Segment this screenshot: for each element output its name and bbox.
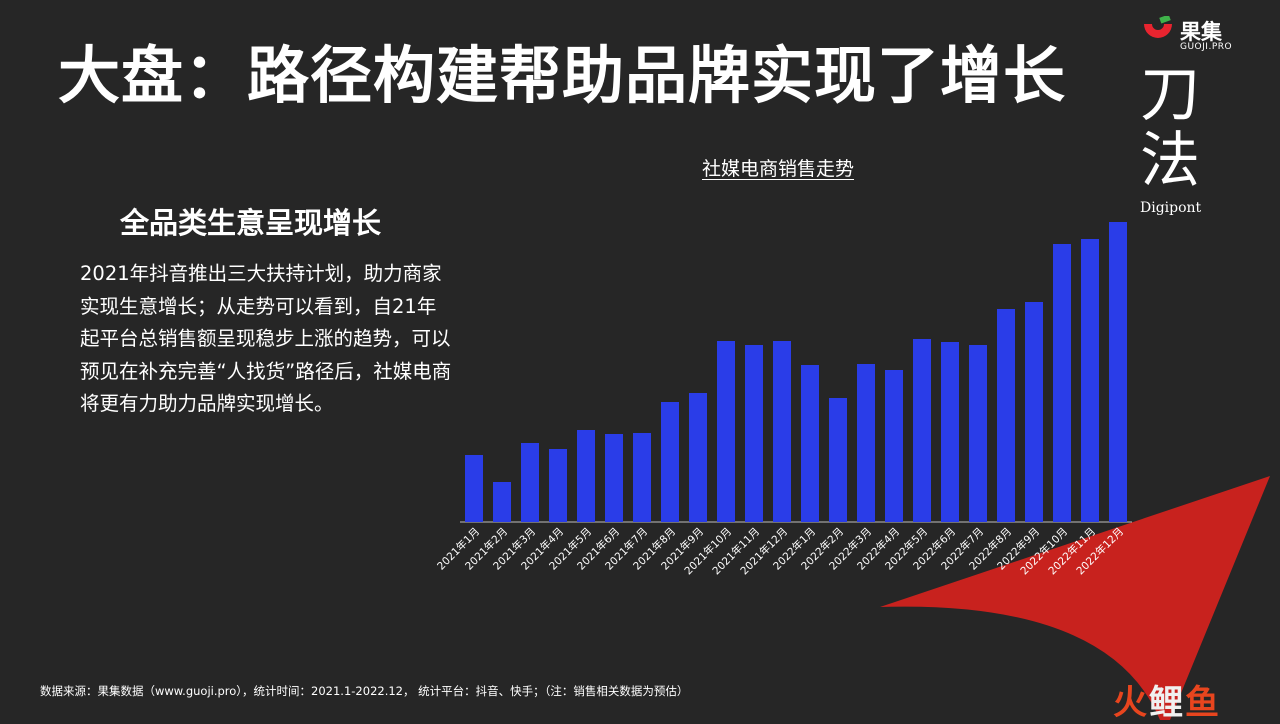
bar-19 [969, 345, 987, 522]
brand-cn: 刀法 [1140, 60, 1200, 196]
footer-source: 数据来源：果集数据（www.guoji.pro），统计时间：2021.1-202… [40, 684, 689, 698]
logo-name: 果集 [1180, 20, 1222, 44]
bar-5 [577, 430, 595, 522]
bar-9 [689, 393, 707, 522]
bar-2 [493, 482, 511, 522]
bar-6 [605, 434, 623, 522]
bar-24 [1109, 222, 1127, 522]
brand-mark: 刀法 Digipont [1140, 62, 1230, 242]
bar-15 [857, 364, 875, 522]
bar-18 [941, 342, 959, 522]
bar-3 [521, 443, 539, 522]
bar-11 [745, 345, 763, 522]
bar-7 [633, 433, 651, 522]
watermark: 火鲤鱼 [1113, 675, 1221, 724]
brand-en: Digipont [1140, 200, 1202, 216]
bar-13 [801, 365, 819, 522]
logo-domain: GUOJI.PRO [1180, 42, 1233, 52]
page-title: 大盘：路径构建帮助品牌实现了增长 [58, 39, 1067, 112]
body-paragraph: 2021年抖音推出三大扶持计划，助力商家实现生意增长；从走势可以看到，自21年起… [80, 262, 452, 415]
bar-8 [661, 402, 679, 522]
bar-16 [885, 370, 903, 522]
guoji-logo-icon [1144, 14, 1172, 38]
bar-10 [717, 341, 735, 522]
bar-4 [549, 449, 567, 522]
watermark-part-3: 鱼 [1185, 683, 1221, 723]
bar-21 [1025, 302, 1043, 522]
chart-title: 社媒电商销售走势 [702, 158, 855, 180]
watermark-part-1: 火 [1113, 683, 1149, 723]
brand-logo: 果集 GUOJI.PRO [1140, 14, 1250, 56]
bar-23 [1081, 239, 1099, 522]
watermark-part-2: 鲤 [1149, 683, 1185, 723]
bar-14 [829, 398, 847, 522]
bar-1 [465, 455, 483, 522]
bar-12 [773, 341, 791, 522]
bar-17 [913, 339, 931, 522]
bar-22 [1053, 244, 1071, 522]
section-subtitle: 全品类生意呈现增长 [120, 206, 382, 240]
bar-20 [997, 309, 1015, 522]
